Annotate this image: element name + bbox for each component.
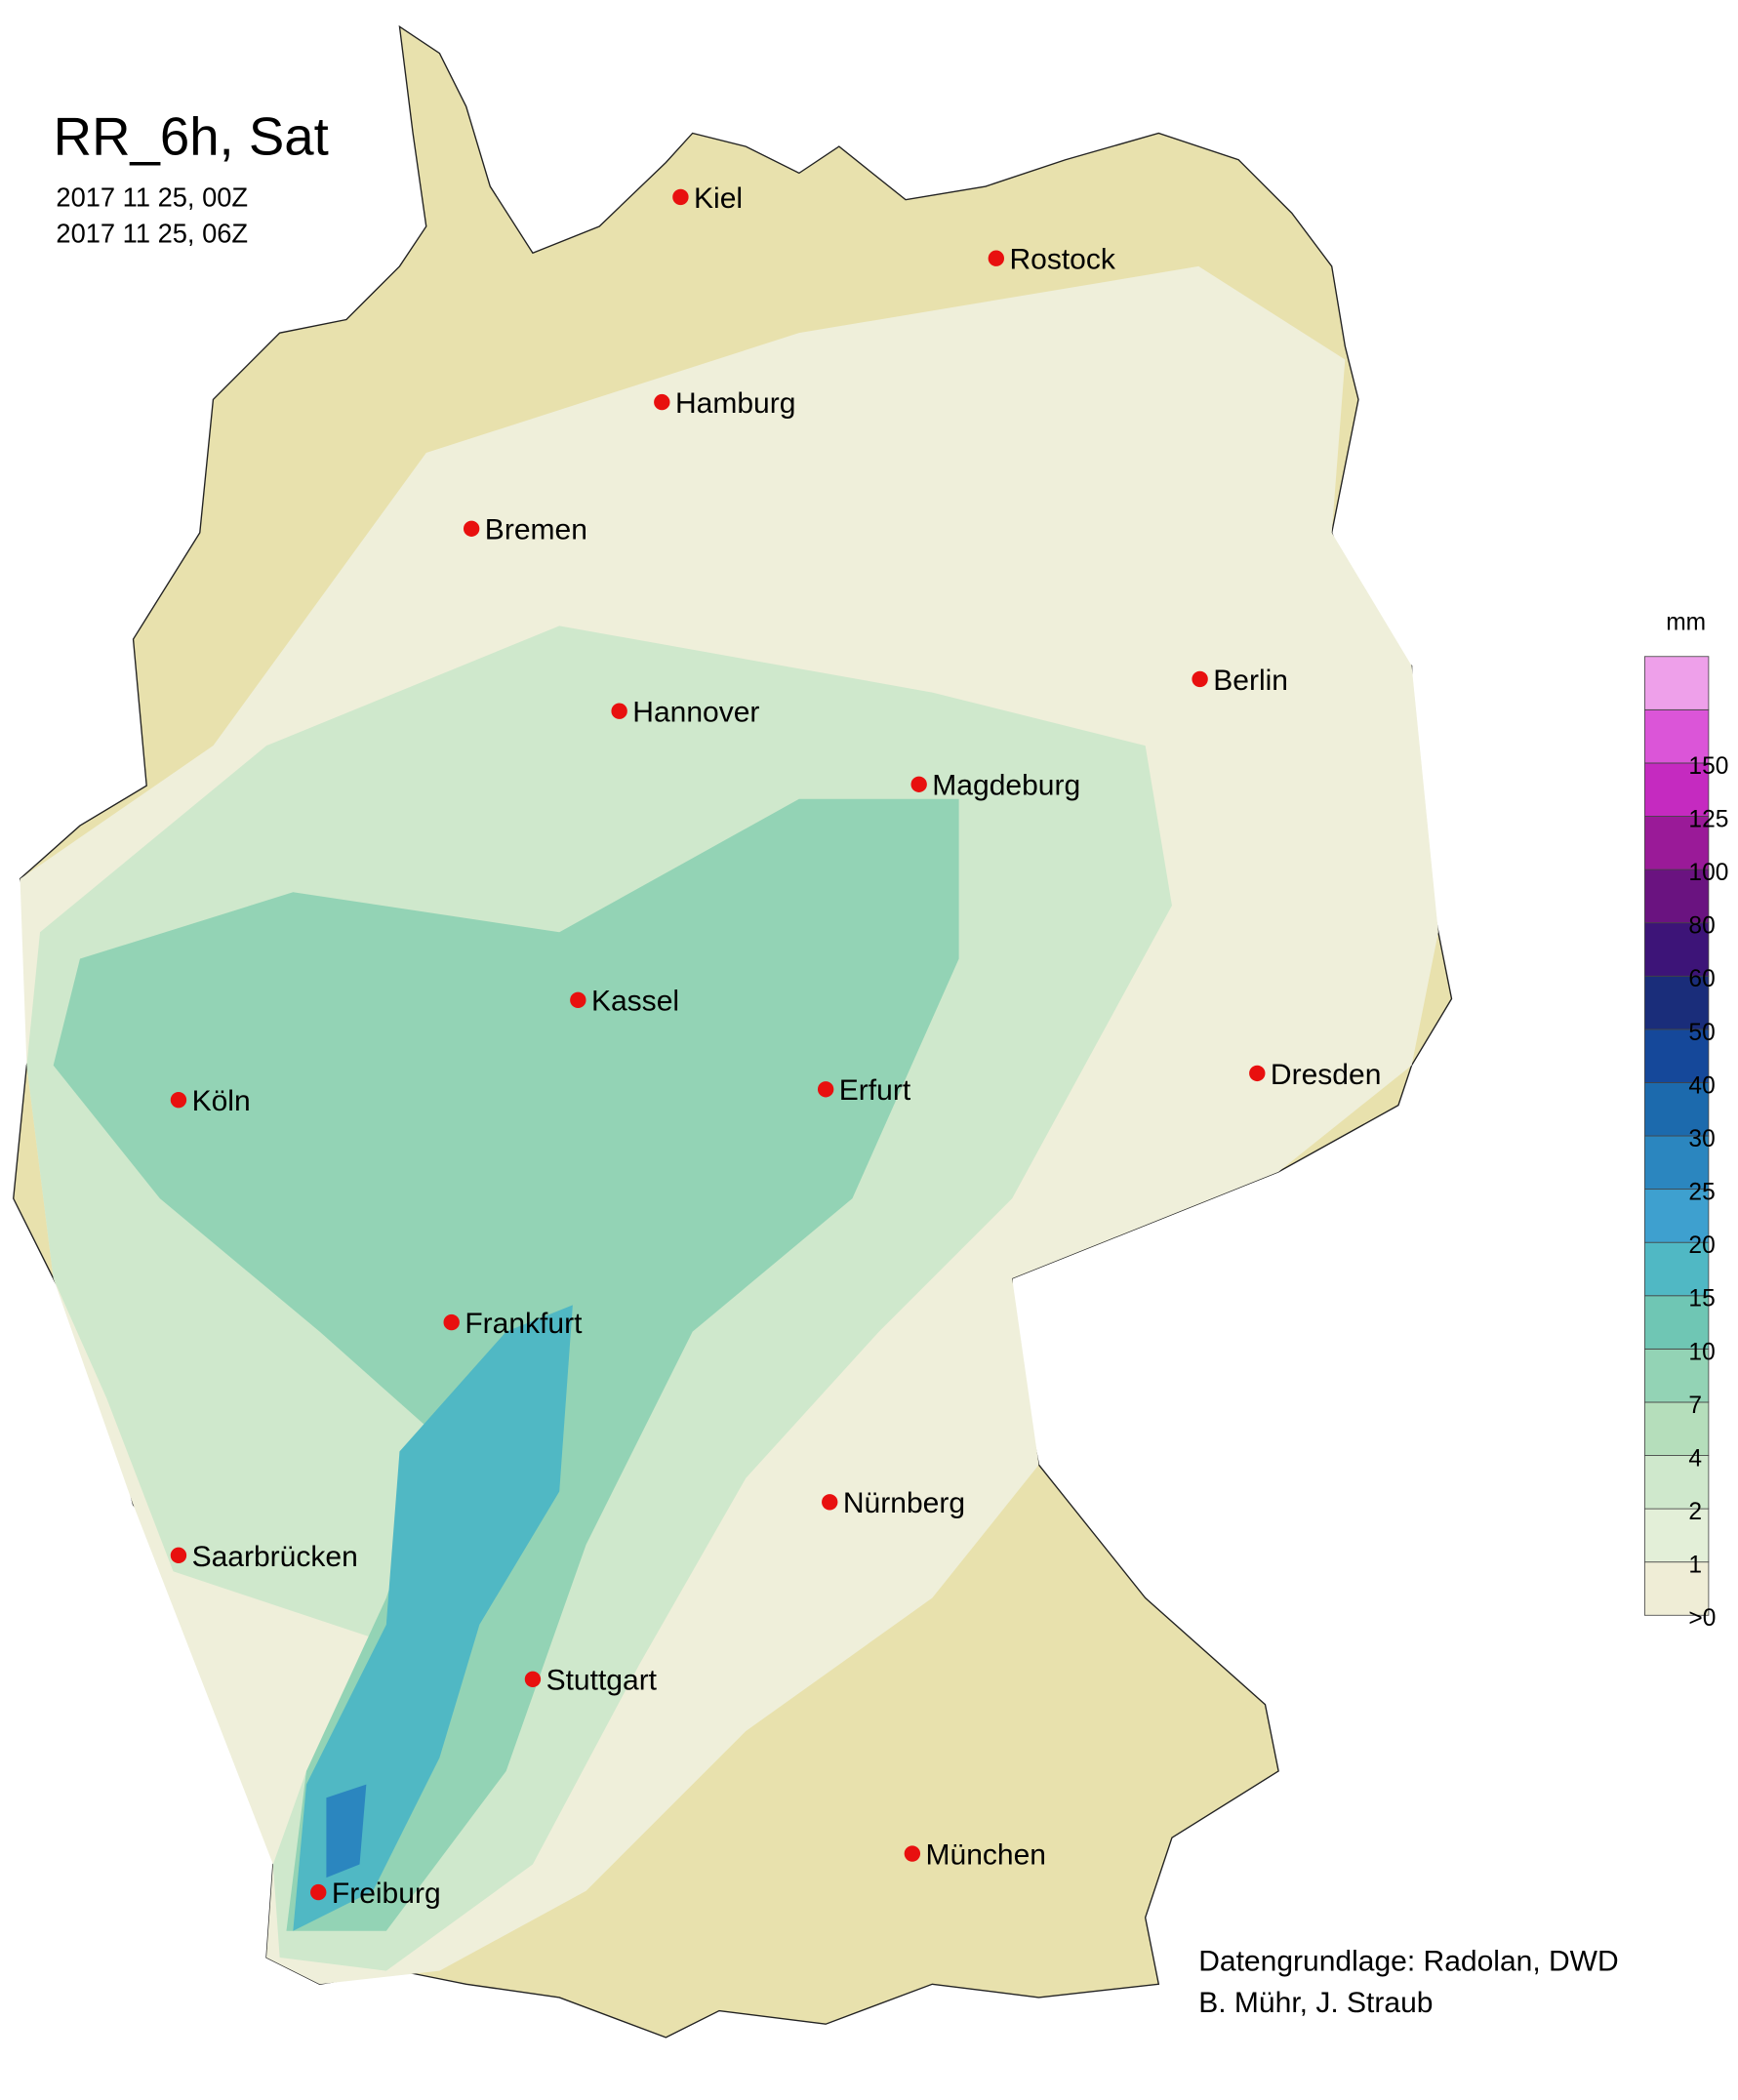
map-title: RR_6h, Sat xyxy=(54,106,329,166)
city-label: Nürnberg xyxy=(843,1487,965,1519)
legend-swatch xyxy=(1643,762,1710,817)
legend-swatch xyxy=(1643,1082,1710,1137)
legend-label: 7 xyxy=(1688,1393,1702,1419)
city-marker xyxy=(170,1091,187,1109)
city-label: Frankfurt xyxy=(465,1308,583,1340)
city-marker xyxy=(988,250,1005,266)
legend-swatch xyxy=(1643,1241,1710,1297)
legend-swatch xyxy=(1643,1189,1710,1243)
city-label: Berlin xyxy=(1213,665,1288,697)
legend-label: 125 xyxy=(1688,806,1728,832)
city-marker xyxy=(310,1883,327,1901)
legend-label: 1 xyxy=(1688,1553,1702,1579)
city-label: Hamburg xyxy=(675,387,795,420)
core-rain-area xyxy=(326,1784,367,1878)
legend-swatch xyxy=(1643,1508,1710,1563)
legend-label: 20 xyxy=(1688,1232,1715,1259)
legend-swatch xyxy=(1643,1455,1710,1510)
legend-swatch xyxy=(1643,656,1710,710)
legend-label: 15 xyxy=(1688,1286,1715,1312)
city-label: Stuttgart xyxy=(546,1665,658,1697)
legend-label: 4 xyxy=(1688,1445,1702,1472)
city-label: Magdeburg xyxy=(932,770,1080,802)
city-label: Hannover xyxy=(632,697,759,729)
legend-label: 100 xyxy=(1688,860,1728,886)
legend-swatch xyxy=(1643,1029,1710,1083)
legend-label: 60 xyxy=(1688,966,1715,992)
city-label: Erfurt xyxy=(839,1074,911,1107)
legend-label: 30 xyxy=(1688,1126,1715,1152)
city-label: Freiburg xyxy=(332,1878,441,1910)
city-marker xyxy=(1192,670,1208,688)
legend-unit: mm xyxy=(1666,609,1706,635)
city-marker xyxy=(817,1081,834,1098)
city-marker xyxy=(524,1671,542,1687)
city-label: Kiel xyxy=(694,182,743,215)
legend-label: 2 xyxy=(1688,1499,1702,1525)
city-marker xyxy=(443,1313,460,1331)
cities: Kiel Rostock Hamburg Bremen Berlin Hannover Ma… xyxy=(170,182,1381,1910)
city-marker xyxy=(822,1494,838,1511)
city-marker xyxy=(904,1845,921,1862)
legend-swatch xyxy=(1643,708,1710,764)
legend-swatch xyxy=(1643,922,1710,977)
city-marker xyxy=(672,188,689,206)
city-marker xyxy=(654,393,670,411)
period-start: 2017 11 25, 00Z xyxy=(56,182,248,213)
legend-swatch xyxy=(1643,975,1710,1030)
country xyxy=(13,24,1453,2039)
city-label: Dresden xyxy=(1271,1059,1381,1091)
legend-label: 10 xyxy=(1688,1339,1715,1365)
legend-label: >0 xyxy=(1688,1605,1716,1632)
city-label: Bremen xyxy=(485,514,587,546)
city-label: Kassel xyxy=(591,986,679,1018)
city-label: Rostock xyxy=(1009,244,1115,276)
credit-source: Datengrundlage: Radolan, DWD xyxy=(1198,1946,1618,1978)
legend-label: 50 xyxy=(1688,1020,1715,1046)
city-marker xyxy=(910,776,927,792)
legend-swatch xyxy=(1643,1401,1710,1456)
city-marker xyxy=(463,520,480,537)
legend-swatch xyxy=(1643,1135,1710,1191)
city-marker xyxy=(611,703,627,719)
heavy-rain-area xyxy=(293,1305,573,1931)
legend-label: 150 xyxy=(1688,753,1728,780)
city-marker xyxy=(1249,1065,1266,1082)
legend-label: 40 xyxy=(1688,1072,1715,1099)
city-label: Köln xyxy=(192,1085,251,1117)
legend-label: 25 xyxy=(1688,1180,1715,1206)
city-label: München xyxy=(925,1838,1045,1871)
legend-swatch xyxy=(1643,1348,1710,1403)
period-end: 2017 11 25, 06Z xyxy=(56,218,248,248)
legend-label: 80 xyxy=(1688,913,1715,940)
city-label: Saarbrücken xyxy=(192,1541,358,1573)
city-marker xyxy=(570,991,586,1009)
credit-authors: B. Mühr, J. Straub xyxy=(1198,1987,1433,2019)
legend-swatch xyxy=(1643,868,1710,924)
city-marker xyxy=(170,1547,187,1564)
legend-swatch xyxy=(1643,816,1710,870)
legend: >0 1 2 4 7 10 15 20 25 30 40 50 60 80 100 125 150 xyxy=(1643,656,1728,1632)
